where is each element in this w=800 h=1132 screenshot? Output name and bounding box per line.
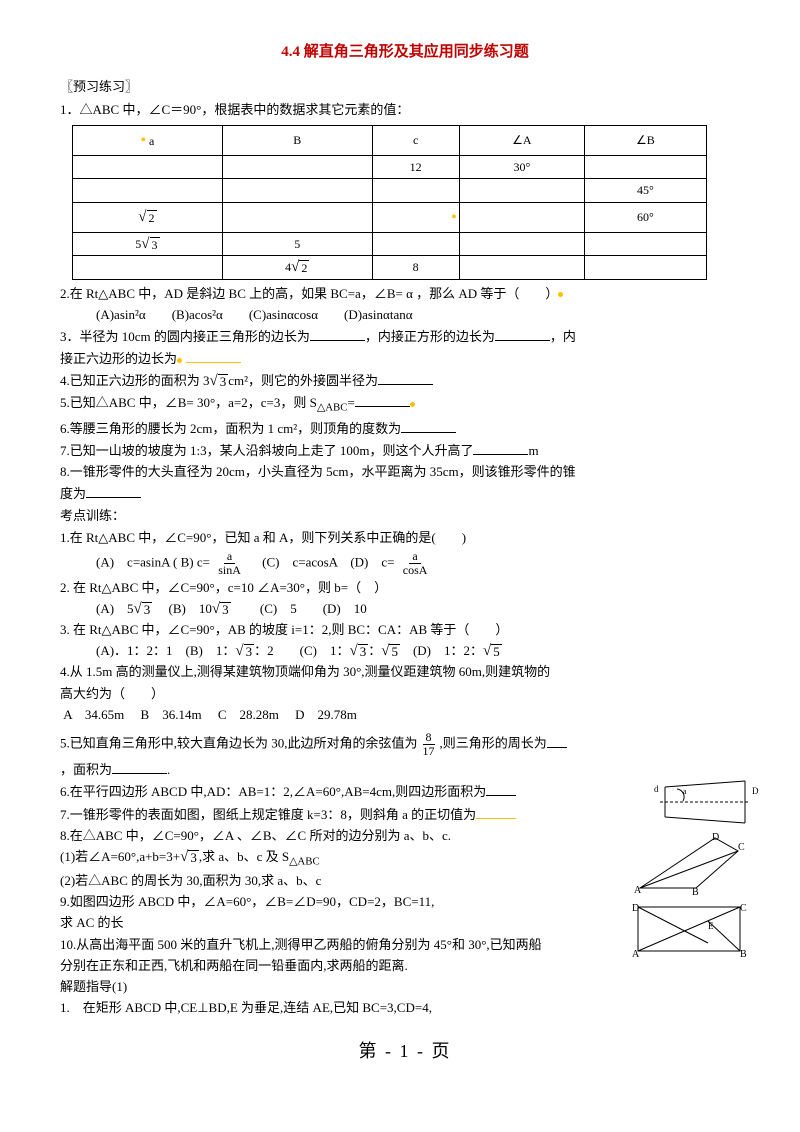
th-b: B	[222, 125, 372, 155]
e4-options: A 34.65m B 36.14m C 28.28m D 29.78m	[60, 705, 750, 725]
guide-label: 解题指导(1)	[60, 977, 750, 997]
q7: 7.已知一山坡的坡度为 1:3，某人沿斜坡向上走了 100m，则这个人升高了m	[60, 440, 750, 461]
th-angle-b: ∠B	[584, 125, 706, 155]
cone-diagram-icon: d D a	[650, 777, 760, 827]
q5: 5.已知△ABC 中，∠B= 30°，a=2，c=3，则 S△ABC=	[60, 392, 750, 416]
svg-text:A: A	[634, 885, 642, 895]
q8: 8.一锥形零件的大头直径为 20cm，小头直径为 5cm，水平距离为 35cm，…	[60, 462, 750, 482]
q2-options: (A)asin²α (B)acos²α (C)asinαcosα (D)asin…	[60, 305, 750, 325]
data-table: • a B c ∠A ∠B 1230° 45° √2•60° 5√35 4√28	[72, 125, 707, 280]
svg-text:B: B	[740, 949, 747, 959]
page-footer: 第 - 1 - 页	[60, 1036, 750, 1067]
table-row: 5√35	[73, 232, 707, 255]
th-c: c	[372, 125, 459, 155]
svg-text:d: d	[654, 784, 659, 794]
svg-text:C: C	[740, 903, 747, 914]
g1: 1. 在矩形 ABCD 中,CE⊥BD,E 为垂足,连结 AE,已知 BC=3,…	[60, 998, 750, 1018]
svg-text:E: E	[708, 921, 714, 931]
q4: 4.已知正六边形的面积为 3√3cm²，则它的外接圆半径为	[60, 370, 750, 391]
svg-text:D: D	[632, 903, 639, 914]
e5b-line: ，面积为.	[60, 759, 750, 780]
q3-line2: 接正六边形的边长为	[60, 348, 750, 369]
e4b: 高大约为（ ）	[60, 684, 750, 704]
e1: 1.在 Rt△ABC 中，∠C=90°，已知 a 和 A，则下列关系中正确的是(…	[60, 528, 750, 548]
svg-text:A: A	[632, 949, 640, 959]
quadrilateral-diagram-icon: A B C D	[630, 833, 750, 895]
q2: 2.在 Rt△ABC 中，AD 是斜边 BC 上的高，如果 BC=a，∠B= α…	[60, 284, 750, 304]
q8b: 度为	[60, 483, 750, 504]
e1-options: (A) c=asinA ( B) c= asinA (C) c=acosA (D…	[60, 550, 750, 577]
table-row: 1230°	[73, 155, 707, 178]
svg-text:B: B	[692, 887, 699, 895]
q1: 1．△ABC 中，∠C＝90°，根据表中的数据求其它元素的值：	[60, 99, 750, 121]
table-header-row: • a B c ∠A ∠B	[73, 125, 707, 155]
e7: 7.一锥形零件的表面如图，图纸上规定锥度 k=3：8，则斜角 a 的正切值为	[60, 804, 750, 825]
e3: 3. 在 Rt△ABC 中，∠C=90°，AB 的坡度 i=1：2,则 BC：C…	[60, 620, 750, 640]
th-angle-a: ∠A	[459, 125, 584, 155]
e3-options: (A)．1：2：1 (B) 1：√3：2 (C) 1：√3：√5 (D) 1：2…	[60, 641, 750, 661]
exam-label: 考点训练：	[60, 505, 750, 527]
svg-text:a: a	[683, 787, 687, 796]
q3: 3．半径为 10cm 的圆内接正三角形的边长为，内接正方形的边长为，内	[60, 326, 750, 347]
table-row: √2•60°	[73, 202, 707, 232]
svg-text:C: C	[738, 842, 745, 853]
e5: 5.已知直角三角形中,较大直角边长为 30,此边所对角的余弦值为817,则三角形…	[60, 731, 750, 758]
th-a: • a	[73, 125, 223, 155]
e2-options: (A) 5√3 (B) 10√3 (C) 5 (D) 10	[60, 599, 750, 619]
table-row: 45°	[73, 179, 707, 202]
svg-text:D: D	[752, 786, 759, 796]
table-row: 4√28	[73, 256, 707, 279]
preview-label: 〖预习练习〗	[60, 76, 750, 98]
e2: 2. 在 Rt△ABC 中，∠C=90°，c=10 ∠A=30°，则 b=（ ）	[60, 578, 750, 598]
e4: 4.从 1.5m 高的测量仪上,测得某建筑物顶端仰角为 30°,测量仪距建筑物 …	[60, 662, 750, 682]
svg-text:D: D	[712, 833, 719, 843]
q6: 6.等腰三角形的腰长为 2cm，面积为 1 cm²，则顶角的度数为	[60, 418, 750, 439]
rectangle-diagram-icon: D C A B E	[630, 901, 750, 959]
e6: 6.在平行四边形 ABCD 中,AD：AB=1：2,∠A=60°,AB=4cm,…	[60, 781, 750, 802]
page-title: 4.4 解直角三角形及其应用同步练习题	[60, 40, 750, 66]
